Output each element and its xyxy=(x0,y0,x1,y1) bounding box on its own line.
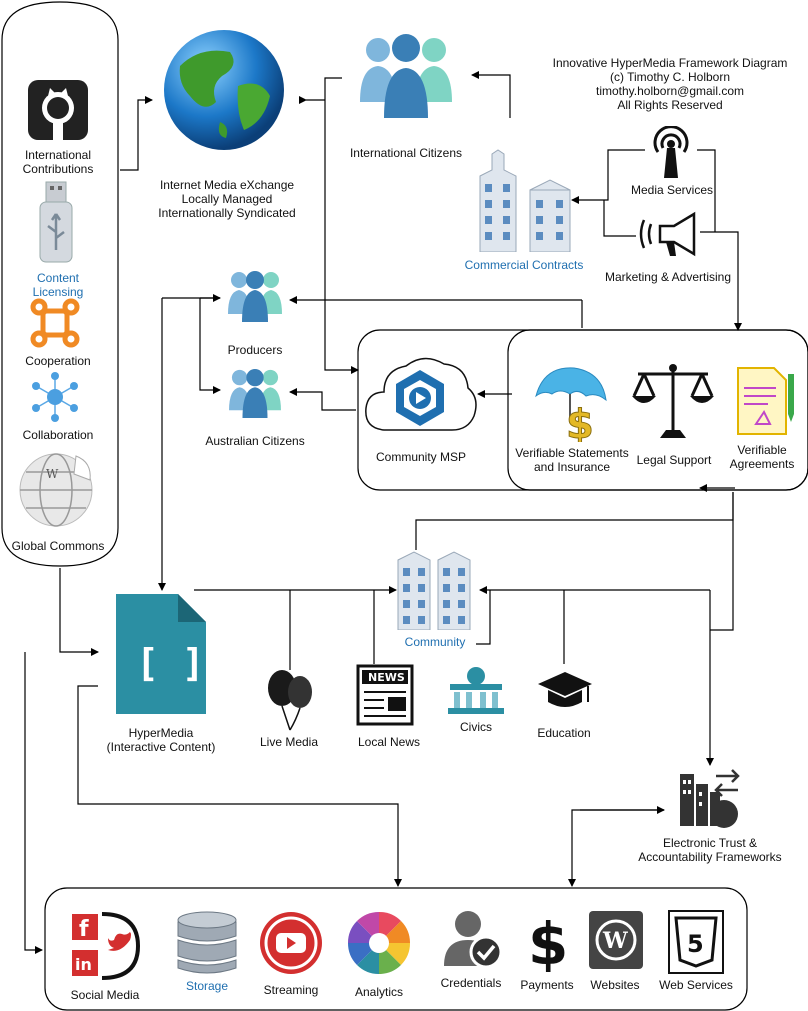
hypermedia-brackets: [ ] xyxy=(136,641,205,685)
civic-building-icon xyxy=(448,667,504,714)
producers-label: Producers xyxy=(227,343,283,357)
social-media-label: Social Media xyxy=(70,988,140,1002)
australian-citizens-label: Australian Citizens xyxy=(205,434,305,448)
wordpress-icon: W xyxy=(589,911,643,969)
marketing-advertising-label: Marketing & Advertising xyxy=(604,270,732,284)
streaming-play-icon xyxy=(260,912,322,974)
commercial-buildings-icon xyxy=(479,149,571,252)
media-services-label: Media Services xyxy=(630,183,714,197)
hypermedia-label: HyperMedia (Interactive Content) xyxy=(106,726,216,754)
antenna-icon xyxy=(653,126,689,178)
globe-icon xyxy=(164,30,284,150)
international-citizens-label: International Citizens xyxy=(349,146,463,160)
credentials-user-icon xyxy=(444,911,503,969)
producers-icon xyxy=(228,271,282,322)
header-title: Innovative HyperMedia Framework Diagram xyxy=(552,56,788,70)
bottom-services-box xyxy=(44,887,748,1011)
legal-scales-icon xyxy=(632,364,714,438)
diagram-header: Innovative HyperMedia Framework Diagram … xyxy=(540,56,800,112)
commercial-contracts-label: Commercial Contracts xyxy=(464,258,584,272)
community-label: Community xyxy=(404,635,466,649)
html5-number: 5 xyxy=(687,930,704,958)
verifiable-statements-label: Verifiable Statements and Insurance xyxy=(515,446,629,474)
header-copyright: (c) Timothy C. Holborn xyxy=(609,70,731,84)
global-commons-label: Global Commons xyxy=(11,539,105,553)
balloons-icon xyxy=(268,670,312,731)
community-msp-cloud-icon xyxy=(365,357,477,431)
social-media-icon: f in xyxy=(72,912,141,980)
header-email: timothy.holborn@gmail.com xyxy=(595,84,744,98)
graduation-cap-icon xyxy=(538,672,592,707)
electronic-trust-label: Electronic Trust & Accountability Framew… xyxy=(638,836,782,864)
insurance-umbrella-icon: $ xyxy=(535,367,607,442)
collaboration-icon xyxy=(32,372,78,422)
svg-text:f: f xyxy=(79,917,89,942)
websites-label: Websites xyxy=(590,978,640,992)
wordpress-letter: W xyxy=(602,928,628,954)
payments-label: Payments xyxy=(520,978,574,992)
newspaper-icon: NEWS xyxy=(356,664,414,726)
cooperation-icon xyxy=(30,298,80,348)
international-citizens-icon xyxy=(360,34,452,118)
community-buildings-icon xyxy=(397,551,471,630)
usb-icon xyxy=(39,181,73,263)
international-contributions-label: International Contributions xyxy=(22,148,94,176)
wikipedia-icon: W xyxy=(19,453,93,527)
news-title: NEWS xyxy=(368,671,405,684)
storage-database-icon xyxy=(177,911,237,974)
education-label: Education xyxy=(537,726,591,740)
html5-icon: 5 xyxy=(668,910,724,974)
insurance-dollar: $ xyxy=(566,402,594,442)
payments-dollar: $ xyxy=(528,910,566,972)
payments-dollar-icon: $ xyxy=(528,910,566,972)
megaphone-icon xyxy=(639,211,696,257)
internet-media-exchange-label: Internet Media eXchange Locally Managed … xyxy=(158,178,296,220)
trust-building-icon xyxy=(680,769,740,828)
web-services-label: Web Services xyxy=(659,978,733,992)
collaboration-label: Collaboration xyxy=(22,428,94,442)
streaming-label: Streaming xyxy=(263,983,319,997)
cylinder-shape xyxy=(1,1,119,567)
content-licensing-label: Content Licensing xyxy=(32,271,84,299)
analytics-label: Analytics xyxy=(354,985,404,999)
community-msp-label: Community MSP xyxy=(375,450,467,464)
verifiable-agreements-label: Verifiable Agreements xyxy=(729,443,795,471)
storage-label: Storage xyxy=(185,979,229,993)
header-rights: All Rights Reserved xyxy=(617,98,723,112)
agreement-document-icon xyxy=(737,367,794,435)
cooperation-label: Cooperation xyxy=(25,354,91,368)
live-media-label: Live Media xyxy=(259,735,319,749)
analytics-wheel-icon xyxy=(347,911,411,975)
local-news-label: Local News xyxy=(357,735,421,749)
legal-support-label: Legal Support xyxy=(636,453,712,467)
civics-label: Civics xyxy=(460,720,492,734)
github-icon xyxy=(28,80,88,140)
svg-text:in: in xyxy=(75,955,92,974)
credentials-label: Credentials xyxy=(440,976,502,990)
svg-text:W: W xyxy=(46,467,59,481)
australian-citizens-icon xyxy=(229,368,281,418)
services-box xyxy=(507,329,808,491)
hypermedia-document-icon: [ ] xyxy=(116,594,206,714)
